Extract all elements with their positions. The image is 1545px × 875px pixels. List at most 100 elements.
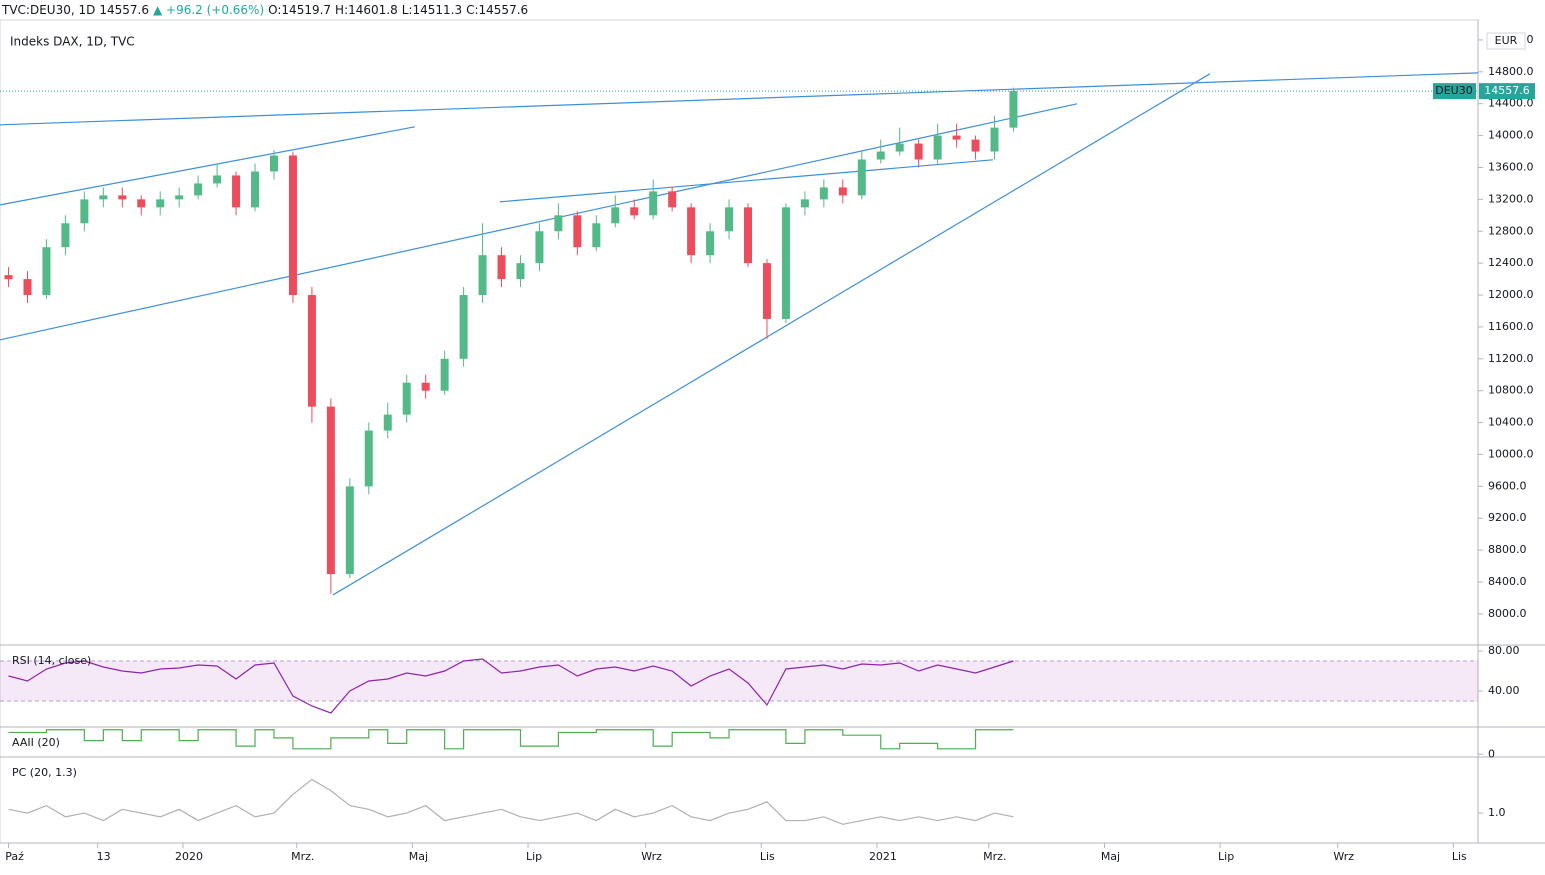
candle-body	[175, 195, 184, 200]
y-tick-label: 14400.0	[1488, 97, 1534, 110]
candle-body	[725, 207, 734, 232]
candle-body	[706, 231, 715, 256]
candle-body	[535, 231, 544, 264]
pane-title: RSI (14, close)	[12, 654, 91, 667]
y-tick-label: 12400.0	[1488, 256, 1534, 269]
last: 14557.6	[99, 3, 149, 17]
x-tick-label: Lip	[526, 850, 542, 863]
x-tick-label: Maj	[409, 850, 428, 863]
trendline	[0, 126, 415, 206]
candle-body	[649, 191, 658, 216]
x-tick-label: Lip	[1218, 850, 1234, 863]
y-tick-label: 14800.0	[1488, 65, 1534, 78]
candle-body	[307, 295, 316, 407]
currency: EUR	[1495, 34, 1518, 47]
x-tick-label: Mrz.	[291, 850, 314, 863]
change: ▲ +96.2 (+0.66%)	[152, 3, 265, 17]
candle-body	[800, 199, 809, 208]
candle-body	[1009, 91, 1018, 128]
candle-body	[611, 207, 620, 224]
x-tick-label: Lis	[760, 850, 775, 863]
candle-body	[857, 159, 866, 196]
candle-body	[23, 279, 32, 296]
candle-body	[781, 207, 790, 319]
x-tick-label: 2021	[869, 850, 897, 863]
candle-body	[762, 263, 771, 319]
candle-body	[478, 255, 487, 296]
candle-body	[251, 171, 260, 208]
header: TVC:DEU30, 1D 14557.6 ▲ +96.2 (+0.66%) O:14…	[2, 3, 532, 17]
candle-body	[421, 382, 430, 391]
step-line	[8, 729, 1014, 750]
x-tick-label: 2020	[175, 850, 203, 863]
x-tick-label: Paź	[5, 850, 24, 863]
x-tick-label: Mrz.	[983, 850, 1006, 863]
candle-body	[383, 414, 392, 431]
candle-body	[269, 155, 278, 172]
candle-body	[554, 215, 563, 232]
candle-body	[194, 183, 203, 196]
symbol: TVC:DEU30, 1D	[2, 3, 96, 17]
candle-body	[838, 187, 847, 196]
frame	[0, 19, 1479, 844]
indicator-line	[8, 778, 1014, 825]
symbol-tag-box	[1433, 83, 1476, 100]
candle-body	[156, 199, 165, 208]
trendline	[0, 103, 1078, 341]
candle-body	[459, 295, 468, 359]
pane-title: AAII (20)	[12, 736, 60, 749]
candle-body	[933, 135, 942, 160]
y-tick-label: 10000.0	[1488, 447, 1534, 460]
trendline	[332, 73, 1211, 596]
x-tick-label: 13	[97, 850, 111, 863]
high: H:14601.8	[335, 3, 398, 17]
candle-body	[80, 199, 89, 224]
y-tick-label: 1.0	[1488, 806, 1506, 819]
candle-body	[232, 175, 241, 208]
candle-body	[137, 199, 146, 208]
x-tick-label: Maj	[1101, 850, 1120, 863]
candle-body	[326, 406, 335, 575]
y-tick-label: 11600.0	[1488, 320, 1534, 333]
candle-body	[118, 195, 127, 200]
y-tick-label: 0	[1488, 747, 1495, 760]
trendline	[0, 72, 1479, 126]
x-tick-label: Lis	[1452, 850, 1467, 863]
candle-body	[497, 255, 506, 280]
candle-body	[213, 175, 222, 184]
candle-body	[345, 486, 354, 575]
y-tick-label: 40.00	[1488, 684, 1520, 697]
candle-body	[402, 382, 411, 415]
y-tick-label: 10800.0	[1488, 384, 1534, 397]
y-tick-label: 8000.0	[1488, 607, 1527, 620]
rsi-band	[0, 661, 1478, 701]
candle-body	[668, 191, 677, 208]
candle-body	[516, 263, 525, 280]
candle-body	[4, 275, 13, 280]
candle-body	[952, 135, 961, 140]
candle-body	[364, 430, 373, 487]
candle-body	[288, 155, 297, 296]
candle-body	[630, 207, 639, 216]
candle-body	[744, 207, 753, 264]
pane-title: PC (20, 1.3)	[12, 766, 77, 779]
symbol-tag: DEU30	[1435, 84, 1472, 97]
y-tick-label: 8400.0	[1488, 575, 1527, 588]
y-tick-label: 12000.0	[1488, 288, 1534, 301]
y-tick-label: 13600.0	[1488, 160, 1534, 173]
close: C:14557.6	[466, 3, 529, 17]
candle-body	[819, 187, 828, 200]
x-tick-label: Wrz	[1333, 850, 1354, 863]
y-tick-label: 10400.0	[1488, 416, 1534, 429]
candle-body	[440, 358, 449, 391]
price-tag-box	[1479, 83, 1535, 100]
candle-body	[687, 207, 696, 256]
y-tick-label: 14000.0	[1488, 129, 1534, 142]
candle-body	[914, 143, 923, 160]
candle-body	[895, 143, 904, 152]
y-tick-label: 80.00	[1488, 644, 1520, 657]
candle-body	[990, 127, 999, 152]
y-tick-label: 13200.0	[1488, 192, 1534, 205]
candle-body	[573, 215, 582, 248]
